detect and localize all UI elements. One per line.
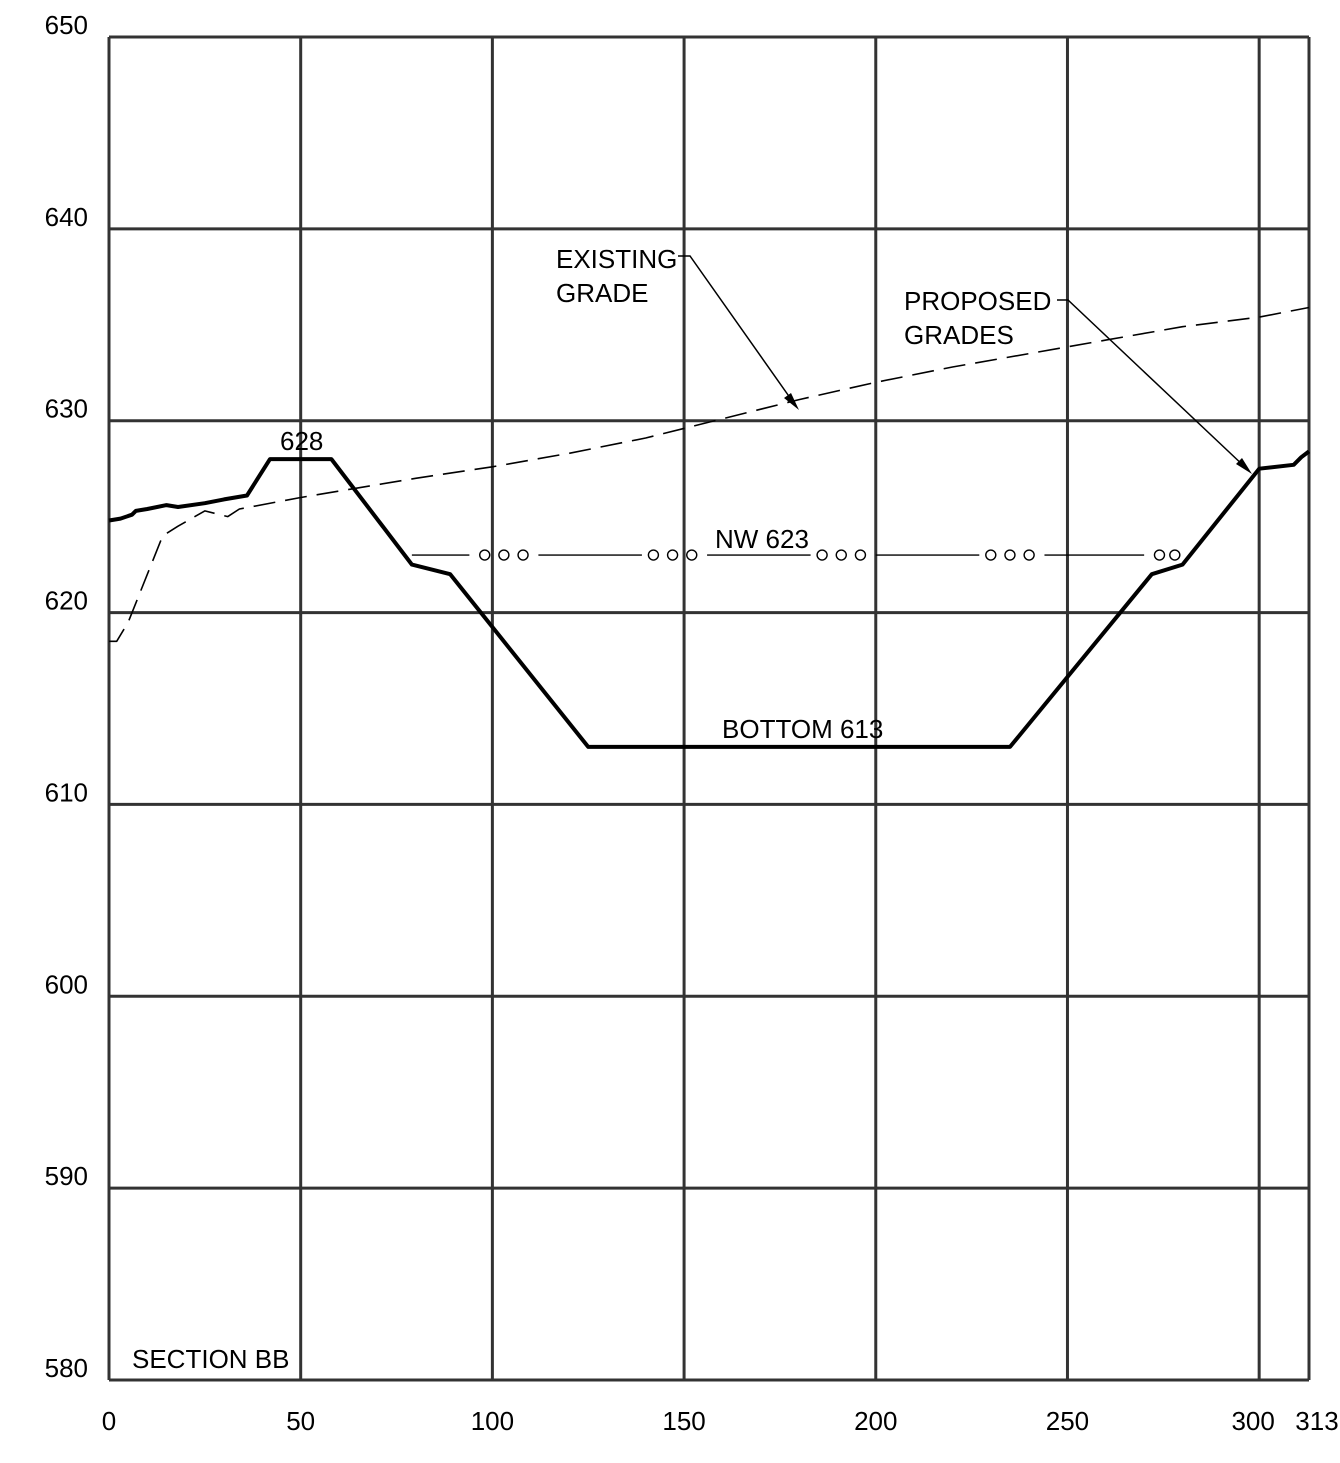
y-tick-label-580: 580 (45, 1353, 88, 1383)
x-tick-label-250: 250 (1046, 1406, 1089, 1436)
y-tick-label-640: 640 (45, 202, 88, 232)
existing-grade-arrowhead (784, 393, 799, 410)
water-line-marker (1004, 549, 1016, 561)
water-line-marker (498, 549, 510, 561)
y-tick-label-630: 630 (45, 394, 88, 424)
grid (107, 35, 1311, 1382)
y-tick-label-620: 620 (45, 586, 88, 616)
series-layer (108, 306, 1311, 749)
x-tick-label-100: 100 (471, 1406, 514, 1436)
water-line-marker (1169, 549, 1181, 561)
x-tick-label-313: 313 (1295, 1406, 1338, 1436)
label-grades: GRADES (904, 320, 1014, 350)
label-628: 628 (280, 426, 323, 456)
y-tick-label-650: 650 (45, 10, 88, 40)
water-line-layer (411, 549, 1181, 561)
label-existing: EXISTING (556, 244, 677, 274)
label-section-bb: SECTION BB (132, 1344, 289, 1374)
x-tick-label-200: 200 (854, 1406, 897, 1436)
label-nw-623: NW 623 (715, 524, 809, 554)
existing-grade-leader (678, 255, 794, 403)
proposed-grades-leader (1057, 299, 1247, 469)
y-tick-label-590: 590 (45, 1161, 88, 1191)
tick-labels: 0 50 100 150 200 250 300 313 580 590 600 610 620 630 6… (45, 10, 1339, 1436)
annotations: 628 NW 623 BOTTOM 613 EXISTING GRADE PROPOSED… (132, 244, 1051, 1374)
label-bottom-613: BOTTOM 613 (722, 714, 883, 744)
water-line-marker (517, 549, 529, 561)
water-line-marker (479, 549, 491, 561)
x-tick-label-0: 0 (102, 1406, 116, 1436)
y-tick-label-610: 610 (45, 777, 88, 807)
label-grade: GRADE (556, 278, 648, 308)
water-line-marker (1153, 549, 1166, 561)
x-tick-label-300: 300 (1231, 1406, 1274, 1436)
x-tick-label-50: 50 (286, 1406, 315, 1436)
proposed-grades-arrowhead (1236, 458, 1252, 474)
water-line-marker (816, 549, 828, 561)
water-line-marker (647, 549, 660, 561)
label-proposed: PROPOSED (904, 286, 1051, 316)
existing-grade-line (109, 306, 1310, 643)
y-tick-label-600: 600 (45, 969, 88, 999)
water-line-marker (666, 549, 679, 561)
water-line-marker (1023, 549, 1035, 561)
x-tick-label-150: 150 (662, 1406, 705, 1436)
water-line-marker (686, 549, 698, 561)
leader-lines (678, 255, 1252, 474)
water-line-marker (854, 549, 867, 561)
water-line-marker (985, 549, 997, 561)
water-line-marker (835, 549, 847, 561)
proposed-grade-line (108, 449, 1311, 749)
